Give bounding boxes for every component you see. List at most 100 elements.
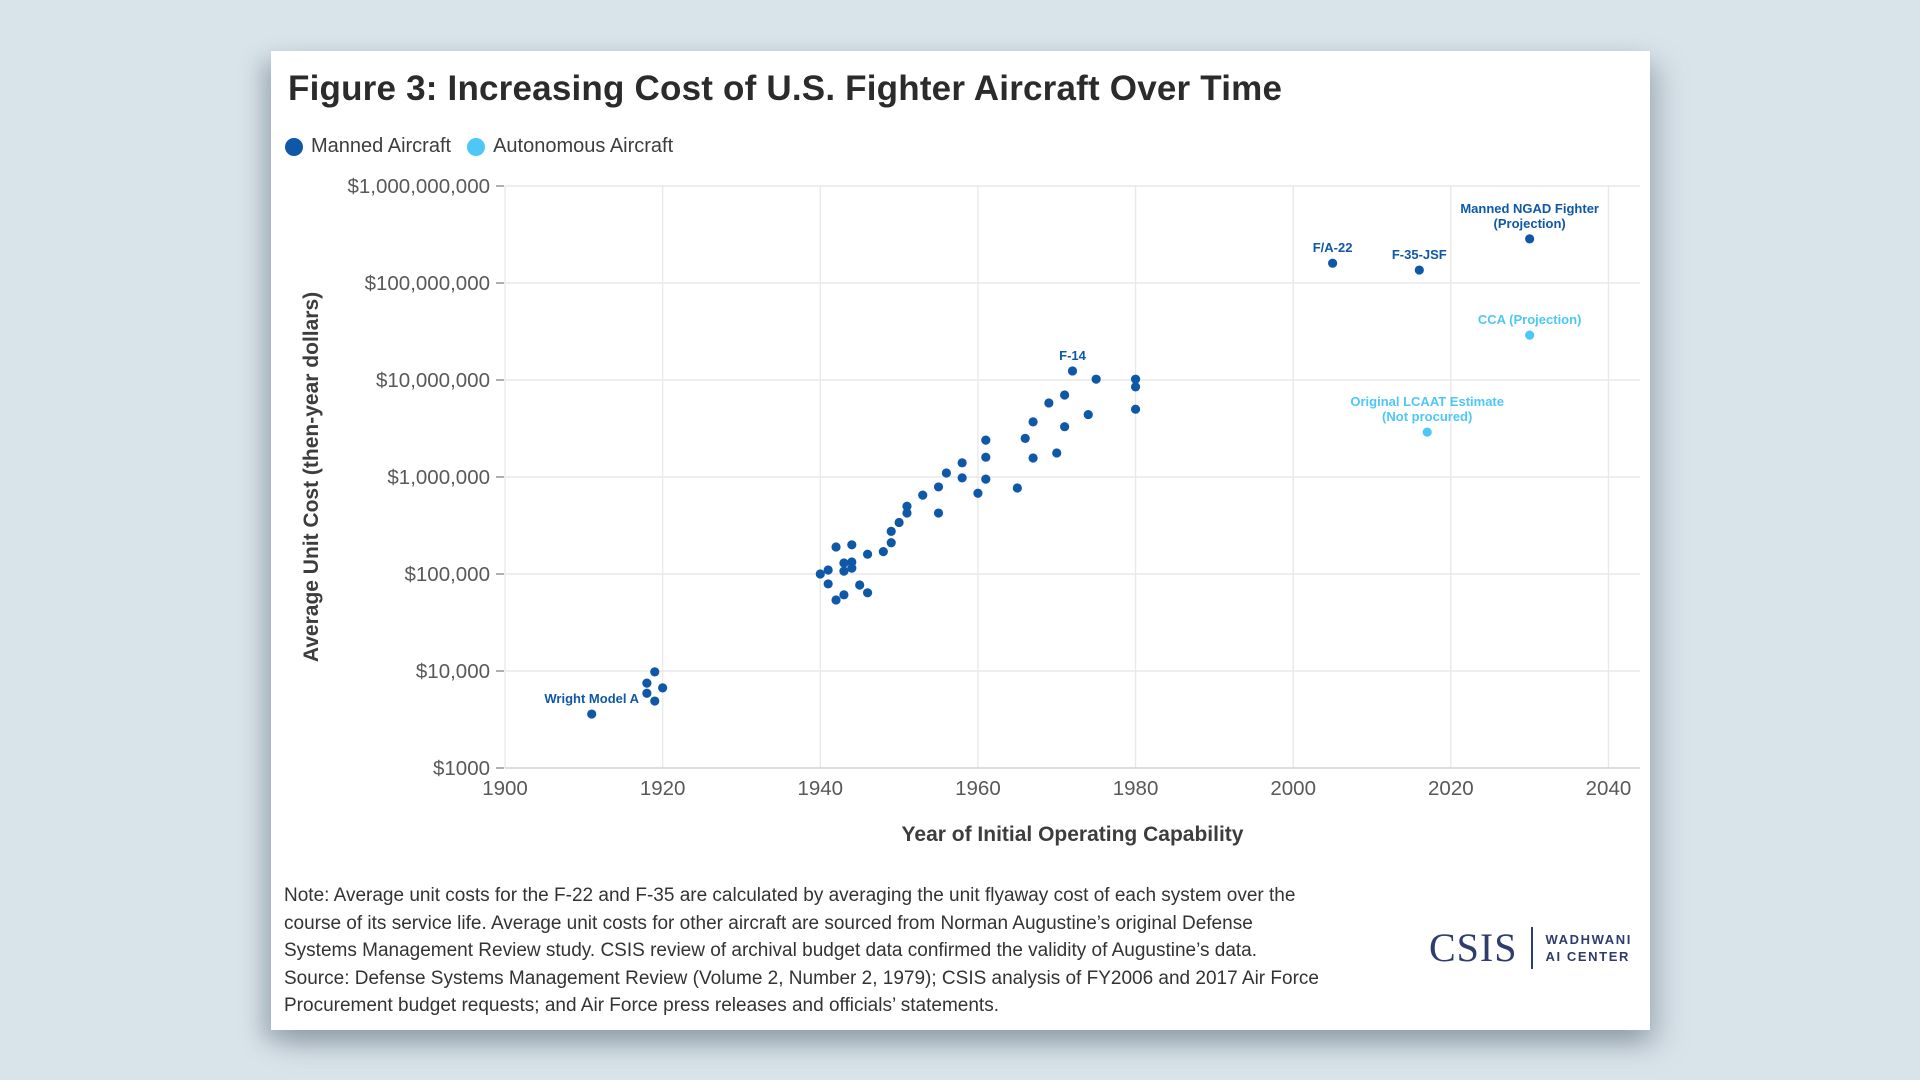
y-tick-label: $100,000,000 [365, 272, 490, 295]
x-tick-label: 1980 [1113, 777, 1159, 800]
data-point [862, 588, 873, 598]
data-point [1328, 258, 1338, 268]
x-tick-label: 1900 [482, 777, 528, 800]
x-tick-label: 2000 [1270, 777, 1316, 800]
data-point [815, 569, 825, 579]
y-tick-label: $10,000 [416, 660, 490, 683]
data-point [973, 488, 983, 498]
figure-note: Note: Average unit costs for the F-22 an… [284, 882, 1419, 1020]
legend-label: Manned Aircraft [311, 135, 452, 157]
data-point [981, 474, 991, 484]
note-line: Systems Management Review study. CSIS re… [284, 940, 1258, 961]
y-tick-label: $100,000 [404, 563, 490, 586]
data-point [886, 538, 896, 548]
y-tick-label: $10,000,000 [376, 369, 490, 392]
data-point-label: F-14 [1059, 348, 1087, 363]
data-point [1422, 427, 1432, 437]
data-point [1028, 453, 1038, 463]
data-point [1130, 404, 1141, 414]
data-point [1091, 374, 1101, 384]
cost-over-time-scatter-chart: 1900 1920 1940 1960 1980 2000 2020 2040 $1000 $10… [300, 175, 1640, 846]
data-point [886, 526, 896, 536]
figure-card: Figure 3: Increasing Cost of U.S. Fighte… [271, 51, 1650, 1030]
data-point [823, 565, 833, 575]
data-point [1130, 374, 1141, 384]
data-point [823, 579, 833, 589]
x-tick-label: 1920 [640, 777, 686, 800]
x-axis-title: Year of Initial Operating Capability [902, 823, 1244, 846]
data-point [1083, 409, 1093, 420]
data-point [902, 501, 912, 511]
data-point [1525, 330, 1535, 340]
data-point [831, 595, 841, 605]
logo-divider [1530, 927, 1533, 969]
data-point [957, 458, 967, 468]
data-point [878, 547, 888, 557]
data-point [839, 566, 849, 576]
data-point [1060, 422, 1070, 432]
csis-wadhwani-logo: CSIS WADHWANI AI CENTER [1429, 927, 1632, 969]
y-tick-label: $1,000,000,000 [348, 175, 491, 198]
data-point [847, 540, 857, 550]
data-point [918, 490, 928, 500]
data-point-label: F-35-JSF [1392, 247, 1447, 262]
x-tick-label: 1960 [955, 777, 1001, 800]
data-point-label: Original LCAAT Estimate (Not procured) [1350, 394, 1504, 424]
data-point-label: F/A-22 [1313, 240, 1353, 255]
data-point [933, 508, 944, 518]
logo-unit-line: AI CENTER [1545, 949, 1630, 964]
data-point [650, 667, 660, 677]
x-tick-label: 2020 [1428, 777, 1474, 800]
data-point [1028, 417, 1038, 427]
autonomous-aircraft-dot-icon [467, 137, 486, 156]
data-point [839, 590, 849, 600]
data-point [1020, 433, 1030, 443]
data-point [957, 473, 967, 483]
data-point [933, 482, 944, 492]
legend-label: Autonomous Aircraft [493, 135, 674, 157]
data-point [1052, 448, 1062, 458]
x-tick-label: 2040 [1586, 777, 1632, 800]
legend-item-autonomous-aircraft: Autonomous Aircraft [467, 135, 673, 158]
data-point [1044, 398, 1054, 408]
data-point [1067, 366, 1078, 376]
note-line: Source: Defense Systems Management Revie… [284, 967, 1319, 989]
data-point [941, 468, 951, 478]
y-axis-title: Average Unit Cost (then-year dollars) [300, 292, 323, 662]
data-point [1130, 382, 1141, 392]
data-point [855, 580, 865, 590]
data-point [1525, 234, 1535, 244]
data-point-label: Manned NGAD Fighter (Projection) [1460, 201, 1599, 231]
data-point-label: CCA (Projection) [1478, 312, 1582, 327]
note-line: course of its service life. Average unit… [284, 912, 1253, 934]
chart-legend: Manned Aircraft Autonomous Aircraft [285, 135, 673, 158]
data-point [862, 549, 873, 559]
data-point [831, 542, 841, 552]
data-point [894, 517, 904, 528]
data-point [650, 696, 660, 706]
x-tick-label: 1940 [797, 777, 843, 800]
data-point [587, 709, 597, 719]
data-point-label: Wright Model A [544, 691, 639, 706]
data-point [847, 563, 857, 573]
data-point [658, 683, 668, 693]
data-point [1060, 390, 1070, 400]
note-line: Note: Average unit costs for the F-22 an… [284, 885, 1296, 906]
data-point [1414, 265, 1424, 275]
note-line: Procurement budget requests; and Air For… [284, 995, 999, 1016]
legend-item-manned-aircraft: Manned Aircraft [285, 135, 451, 158]
logo-unit-line: WADHWANI [1545, 932, 1632, 947]
figure-title: Figure 3: Increasing Cost of U.S. Fighte… [288, 69, 1283, 108]
logo-unit-name: WADHWANI AI CENTER [1546, 933, 1632, 963]
data-point [642, 678, 652, 688]
y-tick-label: $1,000,000 [387, 466, 490, 489]
data-point [642, 688, 652, 698]
data-point [839, 558, 849, 568]
data-point [1012, 483, 1022, 493]
data-point [902, 508, 912, 518]
csis-wordmark: CSIS [1429, 925, 1518, 970]
data-point [981, 452, 991, 462]
manned-aircraft-dot-icon [285, 137, 303, 156]
y-tick-label: $1000 [433, 757, 490, 780]
